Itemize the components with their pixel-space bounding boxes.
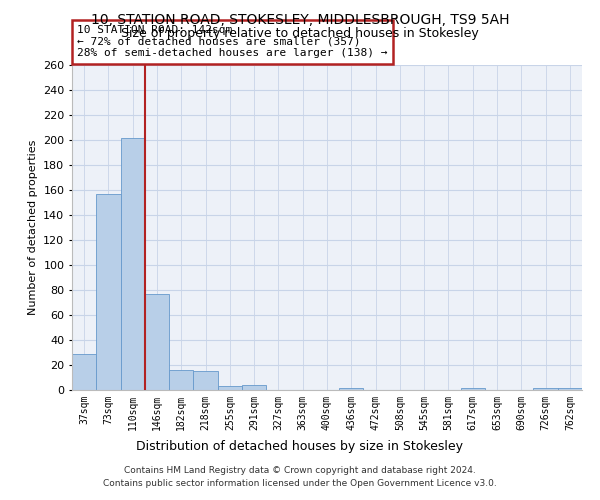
Bar (96, 194, 121, 390)
Bar (218, 386, 242, 390)
Bar (193, 371, 218, 390)
Bar (169, 370, 193, 390)
Text: 10, STATION ROAD, STOKESLEY, MIDDLESBROUGH, TS9 5AH: 10, STATION ROAD, STOKESLEY, MIDDLESBROU… (91, 12, 509, 26)
Bar (121, 138, 145, 390)
Bar (242, 385, 266, 390)
Text: 10 STATION ROAD: 142sqm
← 72% of detached houses are smaller (357)
28% of semi-d: 10 STATION ROAD: 142sqm ← 72% of detache… (77, 26, 388, 58)
Y-axis label: Number of detached properties: Number of detached properties (28, 140, 38, 315)
Bar (72, 354, 96, 390)
Text: Contains HM Land Registry data © Crown copyright and database right 2024.
Contai: Contains HM Land Registry data © Crown c… (103, 466, 497, 487)
Bar (533, 388, 558, 390)
Bar (145, 294, 169, 390)
Bar (339, 388, 364, 390)
Text: Size of property relative to detached houses in Stokesley: Size of property relative to detached ho… (121, 28, 479, 40)
Bar (558, 388, 582, 390)
Text: Distribution of detached houses by size in Stokesley: Distribution of detached houses by size … (137, 440, 464, 453)
Bar (461, 388, 485, 390)
